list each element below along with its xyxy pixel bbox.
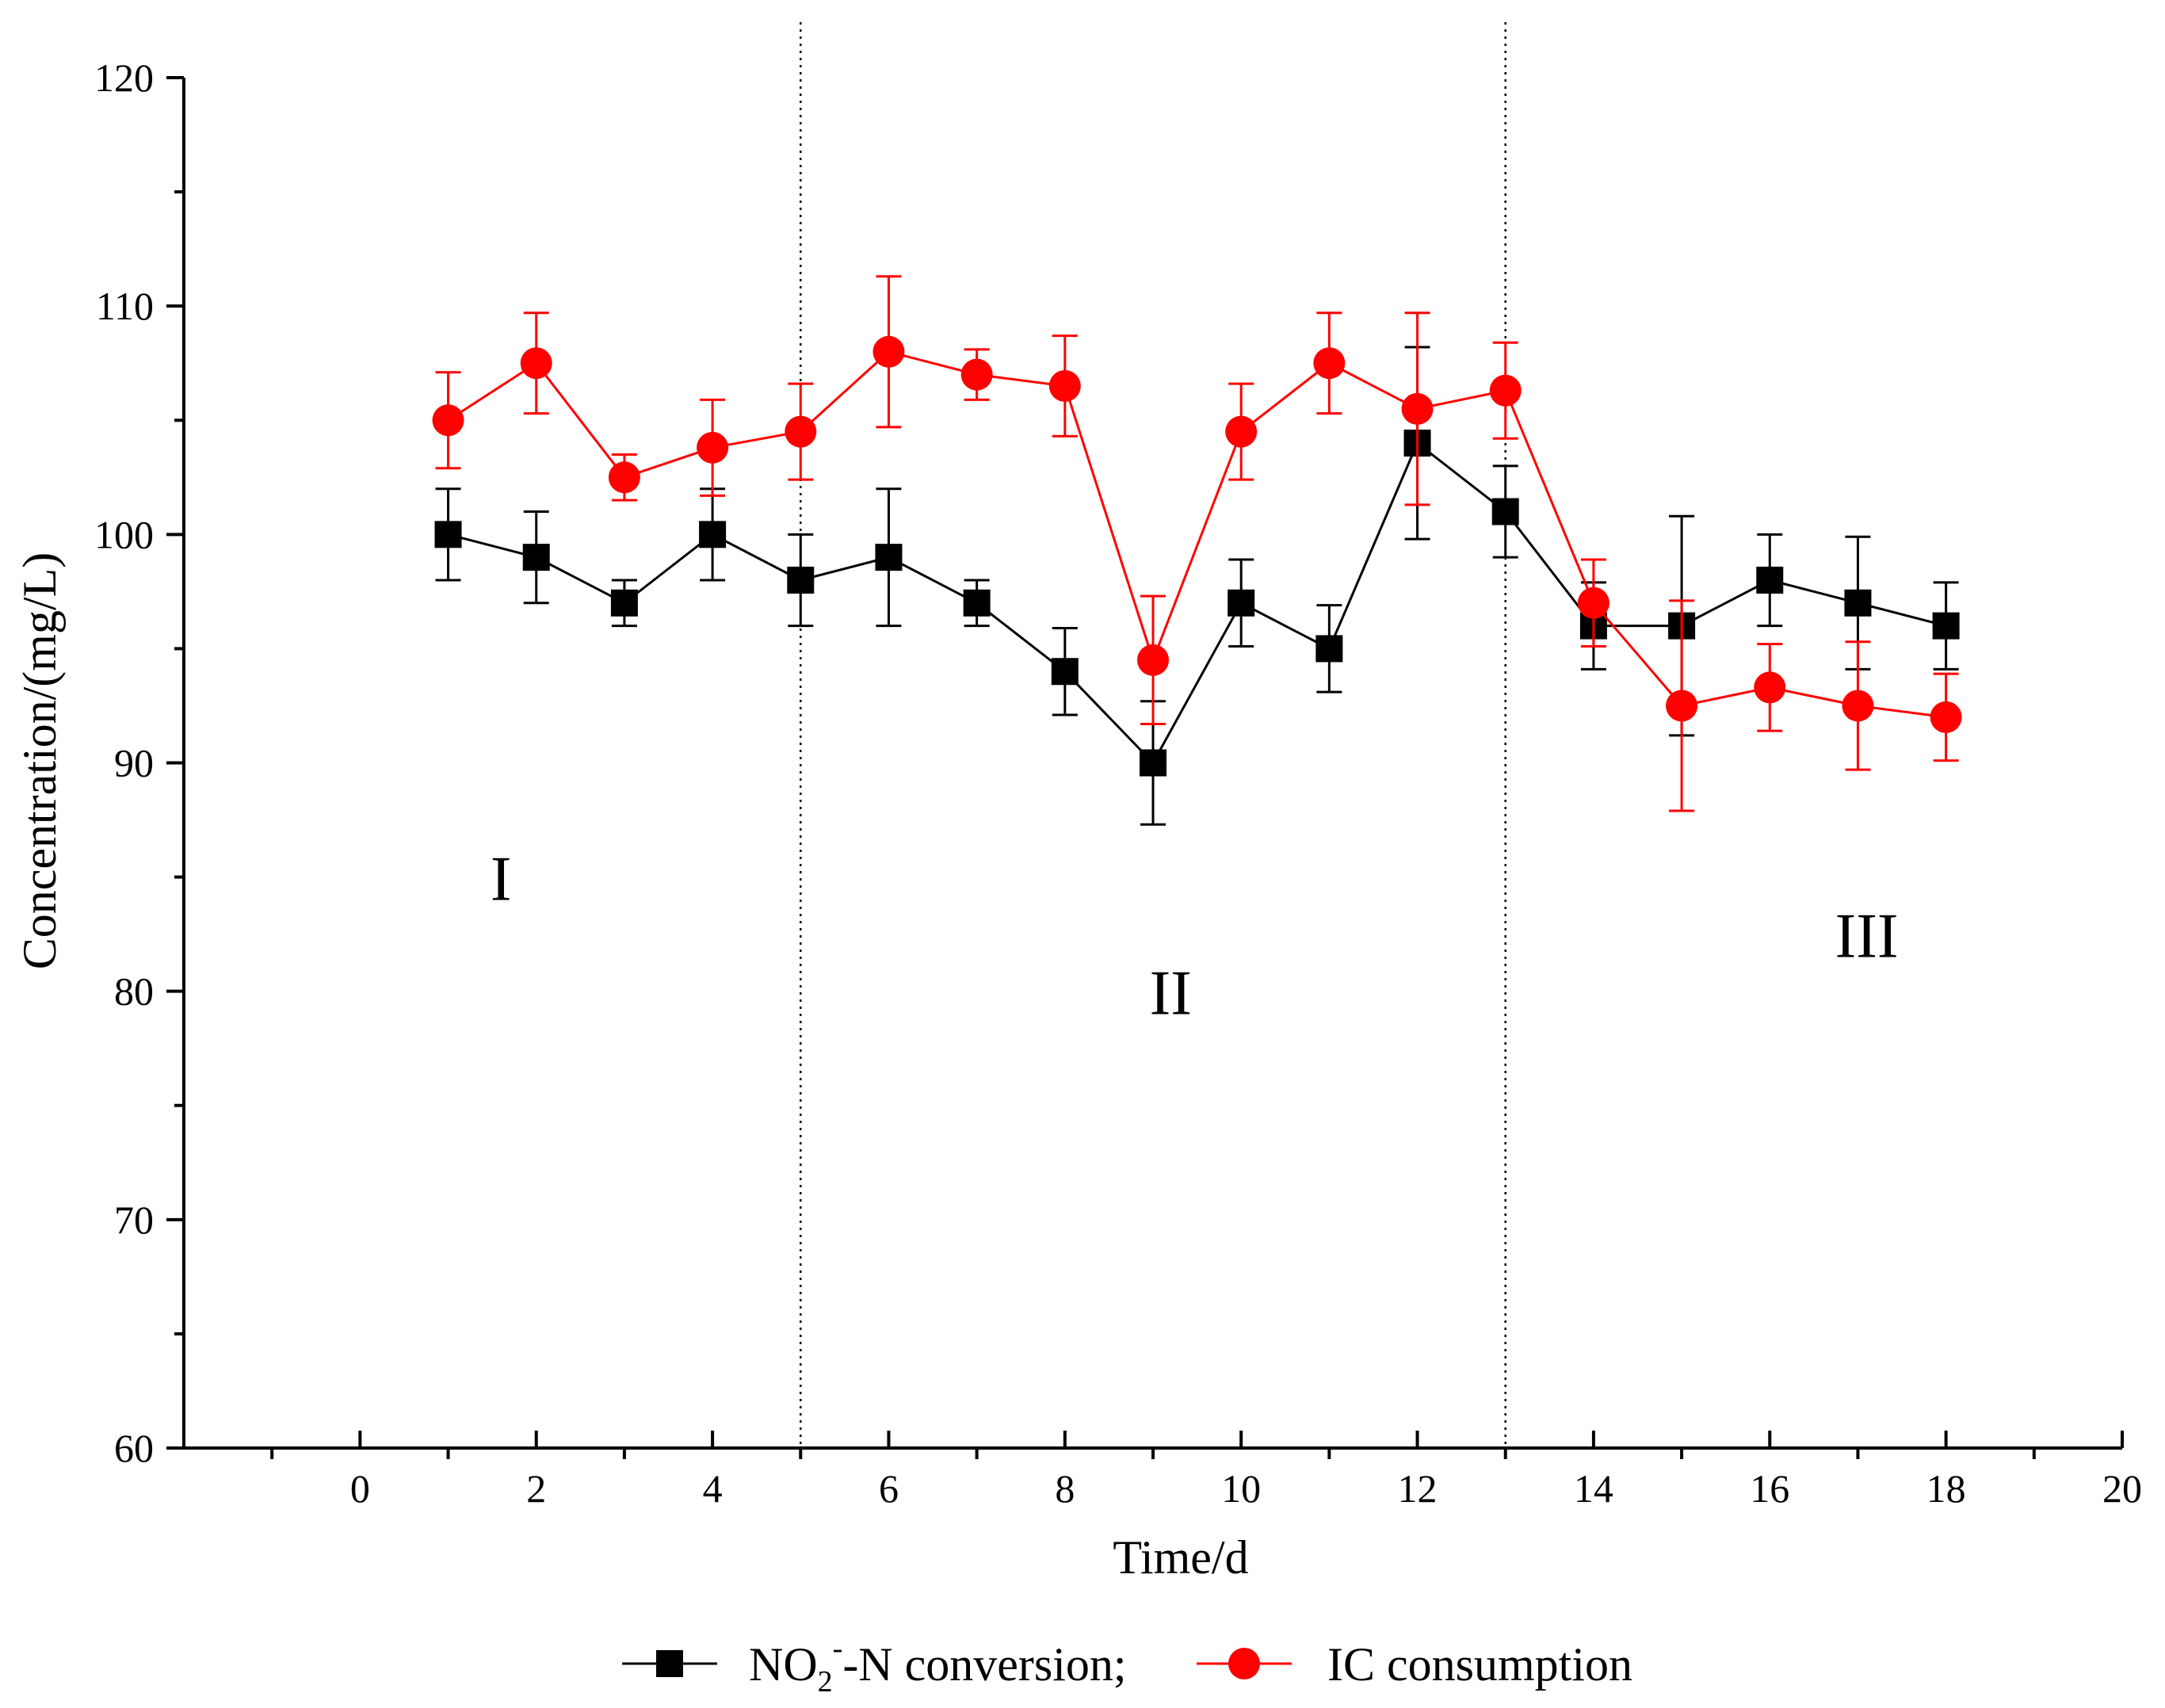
data-point-nitrite: [610, 589, 638, 617]
data-point-nitrite: [1491, 498, 1519, 525]
data-point-ic: [1930, 701, 1962, 733]
data-point-ic: [872, 335, 905, 368]
data-point-ic: [785, 415, 817, 448]
data-point-ic: [520, 347, 552, 380]
legend-nitrite-rest: -N conversion;: [842, 1638, 1126, 1691]
x-tick-label: 2: [526, 1466, 546, 1511]
legend-nitrite-superscript: -: [833, 1632, 843, 1665]
y-axis-title: Concentration/(mg/L): [13, 552, 66, 970]
legend-label-nitrite: NO2--N conversion;: [749, 1632, 1127, 1698]
series-ic: [432, 275, 1962, 812]
x-tick-label: 18: [1926, 1466, 1966, 1511]
data-point-ic: [432, 404, 464, 437]
y-tick-label: 120: [94, 55, 154, 100]
data-point-ic: [1489, 374, 1522, 407]
data-point-nitrite: [434, 521, 462, 548]
data-point-ic: [608, 461, 640, 494]
data-point-ic: [697, 431, 729, 464]
data-point-ic: [1048, 370, 1081, 403]
region-label-i: I: [491, 844, 512, 914]
region-label-ii: II: [1150, 958, 1192, 1028]
data-point-nitrite: [1140, 749, 1167, 777]
legend-nitrite-main: NO: [749, 1638, 818, 1691]
x-axis-title: Time/d: [1113, 1531, 1248, 1584]
y-tick-label: 60: [114, 1426, 154, 1470]
data-point-ic: [960, 358, 993, 391]
data-point-nitrite: [522, 544, 550, 571]
series-nitrite: [434, 346, 1960, 826]
data-point-ic: [1666, 690, 1698, 722]
data-point-nitrite: [1756, 566, 1784, 594]
data-point-nitrite: [699, 521, 727, 548]
data-point-nitrite: [1051, 658, 1079, 686]
data-point-nitrite: [1932, 612, 1960, 640]
data-point-ic: [1225, 415, 1258, 448]
x-tick-label: 8: [1055, 1466, 1075, 1511]
x-tick-label: 20: [2102, 1466, 2142, 1511]
data-point-ic: [1754, 671, 1786, 704]
x-tick-label: 16: [1750, 1466, 1789, 1511]
data-point-nitrite: [1315, 635, 1343, 663]
x-tick-label: 12: [1398, 1466, 1438, 1511]
legend-marker-nitrite: [656, 1650, 683, 1677]
series-line-nitrite: [448, 441, 1947, 766]
phase-dividers: [800, 22, 1506, 1448]
y-tick-label: 100: [94, 512, 154, 556]
x-tick-label: 10: [1221, 1466, 1261, 1511]
data-point-nitrite: [1228, 589, 1255, 617]
data-point-nitrite: [963, 589, 991, 617]
legend: NO2--N conversion; IC consumption: [622, 1632, 1632, 1698]
y-tick-label: 70: [114, 1198, 154, 1242]
series-group: [432, 275, 1962, 826]
region-label-iii: III: [1835, 901, 1899, 971]
y-tick-label: 110: [96, 284, 154, 328]
data-point-nitrite: [1844, 589, 1872, 617]
y-tick-label: 90: [114, 741, 154, 785]
data-point-ic: [1137, 644, 1169, 676]
legend-label-ic: IC consumption: [1327, 1638, 1632, 1691]
x-tick-label: 14: [1574, 1466, 1613, 1511]
x-tick-label: 6: [879, 1466, 899, 1511]
data-point-ic: [1577, 587, 1609, 619]
legend-nitrite-subscript: 2: [818, 1665, 833, 1698]
data-point-ic: [1401, 392, 1434, 425]
data-point-ic: [1313, 347, 1346, 380]
legend-marker-ic: [1228, 1648, 1260, 1679]
x-tick-label: 0: [350, 1466, 370, 1511]
series-line-ic: [447, 350, 1946, 719]
data-point-ic: [1842, 690, 1874, 722]
data-point-nitrite: [875, 544, 903, 571]
x-tick-label: 4: [703, 1466, 723, 1511]
data-point-nitrite: [787, 566, 815, 594]
axes: 60 70 80 90 100 110 120 0 2 4 6 8 10 12 14 16 18 20: [94, 55, 2142, 1511]
y-tick-label: 80: [114, 969, 154, 1014]
